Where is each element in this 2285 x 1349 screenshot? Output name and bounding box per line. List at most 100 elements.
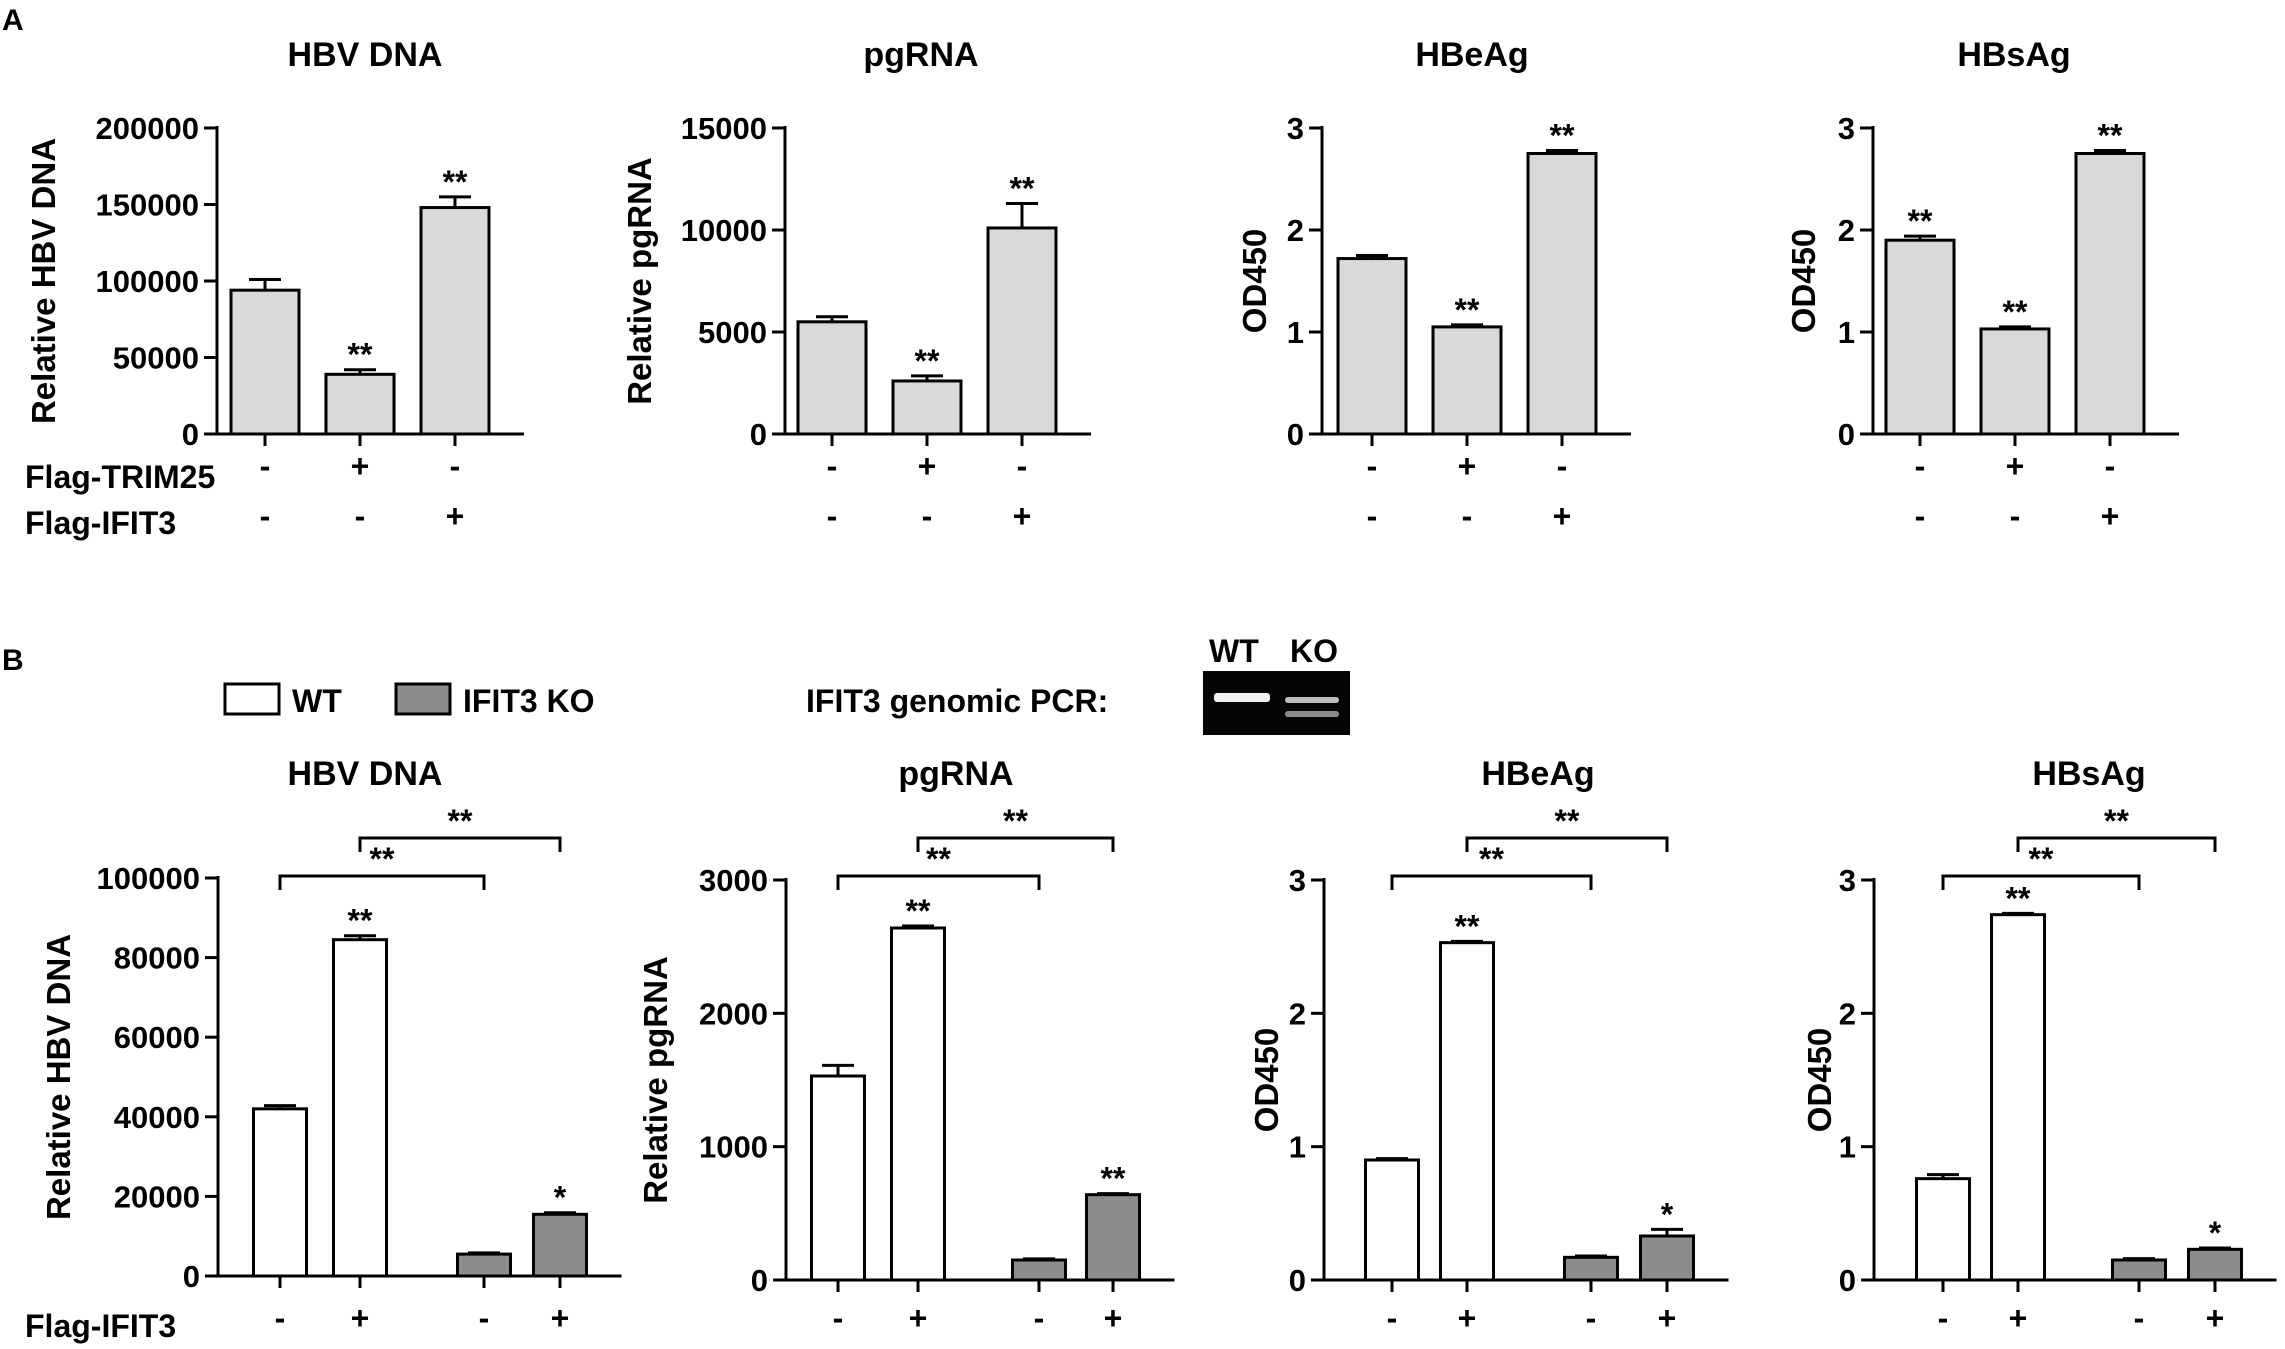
treatment-sign: - bbox=[833, 1300, 844, 1336]
significance-label: ** bbox=[906, 893, 931, 929]
chart-a-2: pgRNA Relative pgRNA 0 5000 10000 15000 - - ** + -… bbox=[621, 36, 1091, 534]
significance-bracket bbox=[1465, 836, 1669, 852]
treatment-sign: + bbox=[918, 448, 937, 484]
y-tick-label: 60000 bbox=[114, 1020, 200, 1055]
treatment-sign: + bbox=[2009, 1300, 2028, 1336]
treatment-sign: + bbox=[2206, 1300, 2225, 1336]
significance-bracket bbox=[2016, 836, 2217, 852]
treatment-sign: + bbox=[1553, 498, 1572, 534]
bar bbox=[986, 226, 1058, 436]
significance-label: ** bbox=[1101, 1161, 1126, 1197]
treatment-sign: - bbox=[450, 448, 461, 484]
treatment-sign: + bbox=[446, 498, 465, 534]
significance-label: ** bbox=[1455, 908, 1480, 944]
y-tick-label: 80000 bbox=[114, 941, 200, 976]
bar bbox=[456, 1252, 512, 1278]
bar bbox=[1526, 152, 1598, 436]
row-label-flag-ifit3-b: Flag-IFIT3 bbox=[25, 1308, 176, 1344]
y-axis-label: Relative HBV DNA bbox=[25, 138, 62, 424]
y-tick-label: 150000 bbox=[96, 188, 199, 223]
y-tick-label: 3 bbox=[1838, 111, 1855, 146]
significance-label: ** bbox=[2003, 294, 2028, 330]
y-axis-label: OD450 bbox=[1236, 229, 1273, 334]
significance-label: ** bbox=[2098, 117, 2123, 153]
chart-title: HBsAg bbox=[1957, 36, 2070, 74]
bar bbox=[890, 926, 946, 1282]
bar bbox=[229, 288, 301, 436]
chart-a-4: HBsAg OD450 0 1 2 3 ** - - ** + - ** - + bbox=[1785, 36, 2179, 534]
treatment-sign: - bbox=[1915, 448, 1926, 484]
chart-a-3: HBeAg OD450 0 1 2 3 - - ** + - ** - + bbox=[1236, 36, 1631, 534]
bracket-label: ** bbox=[370, 841, 395, 877]
y-tick-label: 50000 bbox=[113, 341, 199, 376]
significance-label: ** bbox=[1010, 170, 1035, 206]
bar bbox=[1884, 238, 1956, 436]
y-tick-label: 1 bbox=[1289, 1130, 1306, 1165]
treatment-sign: - bbox=[1034, 1300, 1045, 1336]
y-tick-label: 2000 bbox=[699, 996, 768, 1031]
treatment-sign: + bbox=[1013, 498, 1032, 534]
y-tick-label: 2 bbox=[1289, 996, 1306, 1031]
treatment-sign: - bbox=[1367, 448, 1378, 484]
chart-title: pgRNA bbox=[863, 36, 978, 74]
bar bbox=[1979, 327, 2051, 436]
y-tick-label: 15000 bbox=[681, 111, 767, 146]
y-tick-label: 5000 bbox=[698, 315, 767, 350]
significance-bracket bbox=[836, 874, 1041, 890]
chart-b-1: HBV DNA Relative HBV DNA 0 20000 40000 60000 8… bbox=[40, 755, 622, 1336]
treatment-sign: - bbox=[2105, 448, 2116, 484]
bar bbox=[1364, 1158, 1420, 1282]
chart-title: HBeAg bbox=[1415, 36, 1528, 74]
treatment-sign: - bbox=[479, 1300, 490, 1336]
bar bbox=[1431, 325, 1503, 436]
bar bbox=[2074, 152, 2146, 436]
treatment-sign: - bbox=[922, 498, 933, 534]
y-tick-label: 20000 bbox=[114, 1179, 200, 1214]
bar bbox=[332, 938, 388, 1278]
bracket-label: ** bbox=[1479, 841, 1504, 877]
significance-bracket bbox=[358, 836, 562, 852]
bar bbox=[419, 206, 491, 436]
chart-title: HBV DNA bbox=[288, 755, 443, 793]
bar bbox=[532, 1212, 588, 1278]
y-tick-label: 0 bbox=[1289, 1263, 1306, 1298]
gel-caption: IFIT3 genomic PCR: bbox=[806, 683, 1108, 719]
significance-label: ** bbox=[348, 337, 373, 373]
y-tick-label: 200000 bbox=[96, 111, 199, 146]
treatment-sign: - bbox=[1462, 498, 1473, 534]
chart-b-2: pgRNA Relative pgRNA 0 1000 2000 3000 - ** + - ** +… bbox=[637, 755, 1175, 1336]
significance-label: ** bbox=[443, 164, 468, 200]
gel-inset: IFIT3 genomic PCR: WT KO bbox=[806, 633, 1350, 735]
y-tick-label: 0 bbox=[750, 417, 767, 452]
y-axis-label: Relative pgRNA bbox=[637, 956, 674, 1204]
y-tick-label: 0 bbox=[751, 1263, 768, 1298]
bar bbox=[252, 1107, 308, 1278]
y-tick-label: 1 bbox=[1838, 315, 1855, 350]
y-tick-label: 2 bbox=[1839, 996, 1856, 1031]
treatment-sign: - bbox=[1586, 1300, 1597, 1336]
bar bbox=[1011, 1258, 1067, 1282]
y-axis-label: OD450 bbox=[1801, 1028, 1838, 1133]
legend-swatch-wt bbox=[223, 682, 281, 716]
legend-swatch-ko bbox=[394, 682, 452, 716]
y-tick-label: 3 bbox=[1289, 863, 1306, 898]
legend-label-ko: IFIT3 KO bbox=[463, 683, 595, 719]
bar bbox=[1639, 1234, 1695, 1282]
bar bbox=[324, 372, 396, 436]
bar bbox=[1990, 913, 2046, 1282]
gel-band-ko-upper bbox=[1285, 697, 1339, 703]
treatment-sign: - bbox=[260, 448, 271, 484]
y-tick-label: 3 bbox=[1839, 863, 1856, 898]
row-label-flag-trim25: Flag-TRIM25 bbox=[25, 459, 215, 495]
chart-title: pgRNA bbox=[898, 755, 1013, 793]
treatment-sign: - bbox=[827, 448, 838, 484]
y-tick-label: 2 bbox=[1838, 213, 1855, 248]
row-label-flag-ifit3-a: Flag-IFIT3 bbox=[25, 505, 176, 541]
significance-bracket bbox=[1941, 874, 2141, 890]
y-tick-label: 100000 bbox=[96, 264, 199, 299]
legend-label-wt: WT bbox=[292, 683, 342, 719]
chart-title: HBV DNA bbox=[288, 36, 443, 74]
treatment-sign: + bbox=[1458, 448, 1477, 484]
